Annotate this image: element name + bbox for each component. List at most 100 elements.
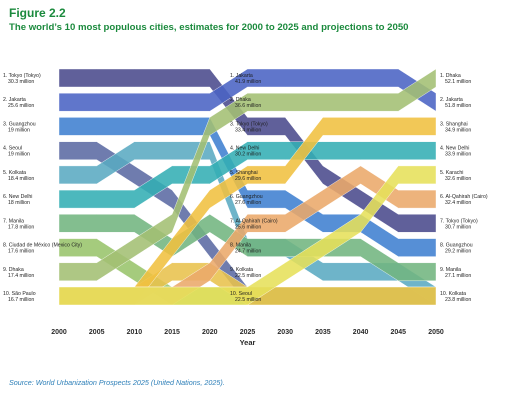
data-label-name: 7. Al-Qahirah (Cairo) bbox=[230, 218, 278, 224]
x-tick-label: 2035 bbox=[315, 329, 331, 336]
source-note: Source: World Urbanization Prospects 202… bbox=[9, 378, 225, 387]
data-label-name: 6. Al-Qahirah (Cairo) bbox=[440, 194, 488, 200]
x-tick-label: 2010 bbox=[127, 329, 143, 336]
data-label-value: 18.4 million bbox=[8, 176, 34, 182]
data-label-value: 17.4 million bbox=[8, 273, 34, 279]
data-label-value: 24.7 million bbox=[235, 249, 261, 255]
data-label-value: 34.9 million bbox=[445, 127, 471, 133]
data-label-value: 17.8 million bbox=[8, 224, 34, 230]
data-label-value: 30.2 million bbox=[235, 152, 261, 158]
data-label-name: 2. Jakarta bbox=[440, 97, 463, 103]
data-label-name: 8. Manila bbox=[230, 243, 251, 249]
data-label-2000-rank-8: 8. Ciudad de México (Mexico City)17.6 mi… bbox=[3, 243, 82, 255]
x-tick-label: 2030 bbox=[277, 329, 293, 336]
data-label-2050-rank-6: 6. Al-Qahirah (Cairo)32.4 million bbox=[440, 194, 488, 206]
x-tick-label: 2015 bbox=[164, 329, 180, 336]
data-label-value: 18 million bbox=[8, 200, 30, 206]
series-band-karachi bbox=[58, 165, 437, 306]
x-tick-label: 2045 bbox=[391, 329, 407, 336]
data-label-name: 7. Manila bbox=[3, 218, 24, 224]
data-label-value: 19 million bbox=[8, 127, 30, 133]
series-band-dhaka bbox=[58, 68, 437, 281]
data-label-name: 9. Manila bbox=[440, 267, 461, 273]
data-label-value: 23.8 million bbox=[445, 297, 471, 303]
data-label-name: 6. Guangzhou bbox=[230, 194, 263, 200]
data-label-name: 6. New Delhi bbox=[3, 194, 32, 200]
data-label-name: 1. Tokyo (Tokyo) bbox=[3, 73, 41, 79]
data-label-name: 10. São Paulo bbox=[3, 291, 36, 297]
data-label-name: 3. Shanghai bbox=[440, 121, 468, 127]
data-label-value: 29.2 million bbox=[445, 249, 471, 255]
series-band-jakarta bbox=[58, 68, 437, 112]
data-label-2025-rank-3: 3. Tokyo (Tokyo)33.4 million bbox=[230, 121, 268, 133]
figure-label: Figure 2.2 bbox=[9, 6, 66, 20]
data-label-name: 1. Jakarta bbox=[230, 73, 253, 79]
x-tick-label: 2005 bbox=[89, 329, 105, 336]
x-tick-label: 2000 bbox=[51, 329, 67, 336]
data-label-name: 9. Kolkata bbox=[230, 267, 253, 273]
data-label-name: 2. Jakarta bbox=[3, 97, 26, 103]
data-label-value: 36.6 million bbox=[235, 103, 261, 109]
data-label-2050-rank-7: 7. Tokyo (Tokyo)30.7 million bbox=[440, 218, 478, 230]
x-tick-label: 2020 bbox=[202, 329, 218, 336]
data-label-value: 33.4 million bbox=[235, 127, 261, 133]
data-label-value: 51.8 million bbox=[445, 103, 471, 109]
series-band-shanghai bbox=[58, 117, 437, 306]
data-label-name: 10. Kolkata bbox=[440, 291, 466, 297]
data-label-value: 27.6 million bbox=[235, 200, 261, 206]
data-label-value: 19 million bbox=[8, 152, 30, 158]
data-label-name: 5. Shanghai bbox=[230, 170, 258, 176]
data-label-name: 5. Karachi bbox=[440, 170, 463, 176]
data-label-value: 16.7 million bbox=[8, 297, 34, 303]
data-label-name: 4. Seoul bbox=[3, 146, 22, 152]
data-label-name: 3. Tokyo (Tokyo) bbox=[230, 121, 268, 127]
data-label-value: 29.6 million bbox=[235, 176, 261, 182]
data-label-value: 32.6 million bbox=[445, 176, 471, 182]
x-tick-label: 2050 bbox=[428, 329, 444, 336]
data-label-name: 2. Dhaka bbox=[230, 97, 251, 103]
data-label-name: 10. Seoul bbox=[230, 291, 252, 297]
data-label-name: 8. Ciudad de México (Mexico City) bbox=[3, 243, 82, 249]
x-axis-title: Year bbox=[240, 338, 256, 347]
chart-title: The world’s 10 most populous cities, est… bbox=[9, 22, 409, 33]
series-band-guangzhou bbox=[58, 117, 437, 257]
data-label-name: 4. New Delhi bbox=[230, 146, 259, 152]
data-label-name: 7. Tokyo (Tokyo) bbox=[440, 218, 478, 224]
data-label-value: 27.1 million bbox=[445, 273, 471, 279]
data-label-name: 1. Dhaka bbox=[440, 73, 461, 79]
x-axis: 2000 2005 2010 2015 2020 2025 2030 2035 2040 2045… bbox=[51, 329, 444, 347]
data-label-name: 4. New Delhi bbox=[440, 146, 469, 152]
data-label-2000-rank-1: 1. Tokyo (Tokyo)30.3 million bbox=[3, 73, 41, 85]
data-label-value: 25.6 million bbox=[8, 103, 34, 109]
data-label-value: 30.3 million bbox=[8, 79, 34, 85]
data-label-value: 22.5 million bbox=[235, 297, 261, 303]
data-label-value: 32.4 million bbox=[445, 200, 471, 206]
data-label-value: 41.9 million bbox=[235, 79, 261, 85]
data-label-name: 3. Guangzhou bbox=[3, 121, 36, 127]
